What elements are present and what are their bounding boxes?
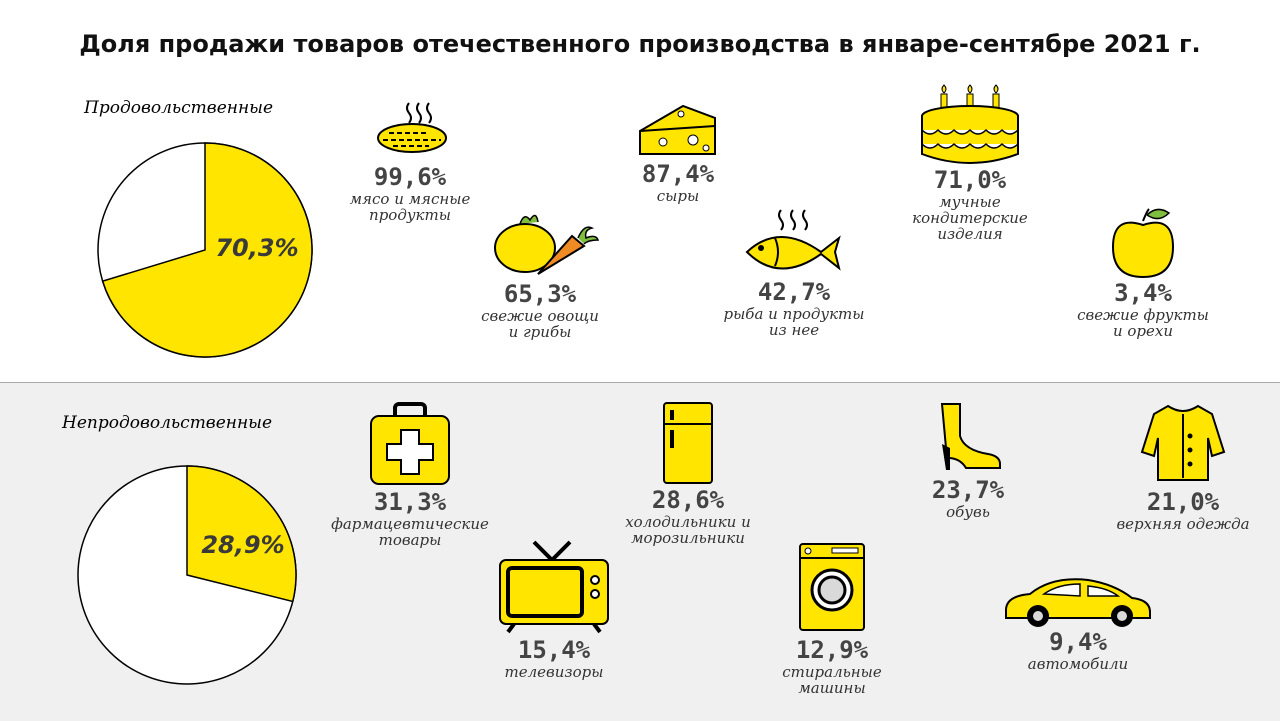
nonfood-item-value: 21,0% [1146, 488, 1220, 516]
food-item-value: 71,0% [933, 166, 1007, 194]
fish-icon [745, 209, 841, 271]
nonfood-item-value: 9,4% [1049, 628, 1107, 656]
food-item-value: 99,6% [373, 163, 447, 191]
nonfood-item-label: стиральные машины [782, 663, 882, 697]
apple-icon [1111, 208, 1175, 279]
nonfood-item-label: верхняя одежда [1116, 515, 1250, 533]
steak-icon [377, 102, 447, 153]
nonfood-item-label: автомобили [1027, 655, 1129, 673]
food-item-label: мясо и мясные продукты [349, 190, 471, 224]
food-item-label: мучные кондитерские изделия [912, 193, 1028, 243]
food-item-value: 65,3% [503, 280, 577, 308]
nonfood-item-refrigerator: 28,6% холодильники и морозильники [588, 400, 788, 546]
cake-icon [921, 84, 1019, 164]
nonfood-item-shoes: 23,7% обувь [868, 400, 1068, 520]
food-item-apple: 3,4% свежие фрукты и орехи [1043, 205, 1243, 339]
nonfood-item-pharmacy: 31,3% фармацевтические товары [310, 400, 510, 548]
food-item-cheese: 87,4% сыры [578, 100, 778, 204]
nonfood-item-label: телевизоры [504, 663, 604, 681]
nonfood-section-label: Непродовольственные [62, 413, 273, 433]
nonfood-item-value: 12,9% [795, 636, 869, 664]
nonfood-item-label: обувь [946, 503, 990, 521]
chart-title: Доля продажи товаров отечественного прои… [79, 30, 1201, 58]
food-section-label: Продовольственные [84, 98, 274, 118]
tv-icon [499, 540, 609, 634]
food-item-fish: 42,7% рыба и продукты из нее [694, 206, 894, 338]
nonfood-item-value: 23,7% [931, 476, 1005, 504]
nonfood-item-washing-machine: 12,9% стиральные машины [732, 540, 932, 696]
food-item-label: свежие фрукты и орехи [1077, 306, 1209, 340]
food-item-meat: 99,6% мясо и мясные продукты [310, 95, 510, 223]
washing-machine-icon [799, 543, 865, 631]
nonfood-item-coat: 21,0% верхняя одежда [1083, 400, 1280, 532]
food-item-value: 87,4% [641, 160, 715, 188]
nonfood-item-tv: 15,4% телевизоры [454, 538, 654, 680]
vegetables-icon [494, 214, 600, 275]
nonfood-pie-chart: 28,9% [77, 465, 297, 685]
nonfood-item-label: фармацевтические товары [331, 515, 489, 549]
food-item-cake: 71,0% мучные кондитерские изделия [870, 84, 1070, 242]
food-item-value: 3,4% [1114, 279, 1172, 307]
nonfood-pie-slice [186, 465, 297, 603]
food-pie-chart: 70,3% [97, 142, 313, 358]
boot-icon [940, 403, 1001, 470]
car-icon [1005, 578, 1151, 627]
food-pie-slice [101, 142, 313, 358]
nonfood-item-value: 15,4% [517, 636, 591, 664]
food-item-label: свежие овощи и грибы [481, 307, 599, 341]
nonfood-item-value: 28,6% [651, 486, 725, 514]
nonfood-item-value: 31,3% [373, 488, 447, 516]
food-item-label: сыры [656, 187, 700, 205]
food-item-label: рыба и продукты из нее [723, 305, 865, 339]
coat-icon [1140, 404, 1226, 481]
nonfood-item-label: холодильники и морозильники [625, 513, 751, 547]
cheese-icon [639, 104, 716, 155]
food-item-value: 42,7% [757, 278, 831, 306]
nonfood-pie-label: 28,9% [201, 531, 284, 559]
refrigerator-icon [663, 402, 713, 484]
nonfood-item-cars: 9,4% автомобили [978, 572, 1178, 672]
food-item-vegetables: 65,3% свежие овощи и грибы [440, 208, 640, 340]
first-aid-kit-icon [370, 402, 450, 485]
food-pie-label: 70,3% [215, 234, 298, 262]
